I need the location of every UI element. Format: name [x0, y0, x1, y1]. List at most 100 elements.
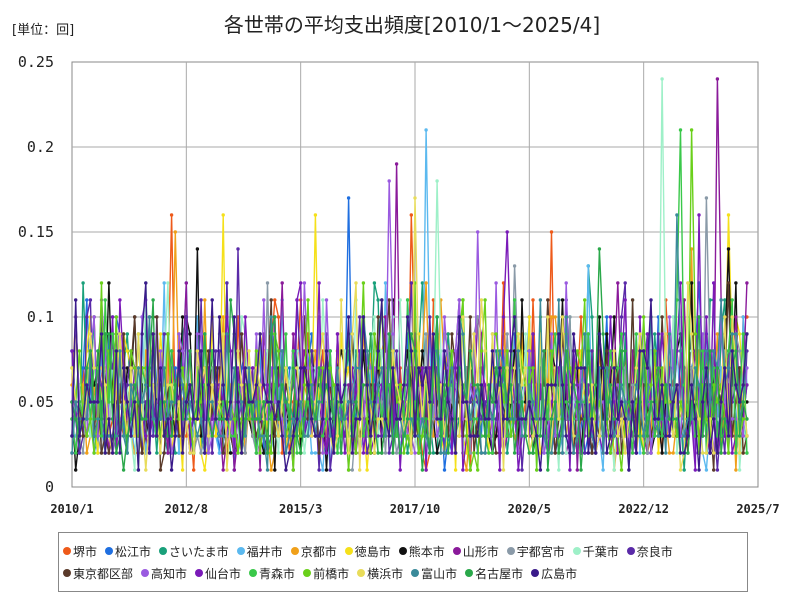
data-point	[420, 349, 425, 353]
data-point	[424, 417, 428, 421]
data-point	[619, 417, 624, 421]
data-point	[103, 451, 107, 455]
data-point	[520, 400, 524, 404]
data-point	[479, 383, 484, 387]
data-point	[490, 400, 495, 404]
data-point	[424, 332, 428, 336]
data-point	[247, 349, 251, 353]
data-point	[188, 349, 192, 353]
data-point	[214, 349, 218, 353]
legend-item: さいたま市	[159, 540, 229, 562]
data-point	[133, 366, 137, 370]
data-point	[601, 366, 605, 370]
data-point	[468, 349, 472, 353]
data-point	[372, 281, 377, 285]
data-point	[92, 451, 96, 455]
data-point	[369, 400, 373, 404]
data-point	[92, 434, 96, 438]
data-point	[741, 434, 745, 438]
data-point	[483, 383, 487, 387]
data-point	[660, 451, 664, 455]
data-point	[114, 349, 119, 353]
data-point	[468, 417, 472, 421]
data-point	[269, 400, 273, 404]
data-point	[645, 451, 650, 455]
data-point	[118, 349, 122, 353]
data-point	[376, 417, 380, 421]
data-point	[199, 451, 203, 455]
data-point	[361, 281, 366, 285]
data-point	[476, 230, 480, 234]
data-point	[328, 417, 332, 421]
y-tick-label: 0.2	[27, 138, 54, 156]
data-point	[579, 315, 583, 319]
data-point	[616, 281, 620, 285]
data-point	[734, 315, 738, 319]
data-point	[317, 468, 321, 472]
y-tick-label: 0.15	[18, 223, 54, 241]
legend-label: 千葉市	[582, 544, 619, 559]
data-point	[553, 451, 557, 455]
data-point	[140, 417, 144, 421]
data-point	[601, 451, 605, 455]
data-point	[158, 468, 163, 472]
data-point	[675, 451, 679, 455]
data-point	[144, 281, 148, 285]
data-point	[542, 417, 546, 421]
legend-label: 京都市	[300, 544, 337, 559]
data-point	[361, 315, 366, 319]
data-point	[346, 196, 351, 200]
data-point	[254, 349, 259, 353]
data-point	[276, 451, 281, 455]
data-point	[546, 417, 550, 421]
data-point	[712, 417, 716, 421]
data-point	[280, 451, 284, 455]
data-point	[442, 383, 447, 387]
data-point	[409, 281, 413, 285]
data-point	[221, 451, 225, 455]
data-point	[195, 349, 200, 353]
data-point	[92, 315, 96, 319]
data-point	[96, 434, 100, 438]
data-point	[583, 451, 587, 455]
data-point	[206, 383, 211, 387]
data-point	[236, 451, 240, 455]
data-point	[265, 281, 270, 285]
y-axis: 0 0.05 0.1 0.15 0.2 0.25	[18, 53, 54, 496]
data-point	[243, 366, 247, 370]
data-point	[472, 417, 476, 421]
legend-label: さいたま市	[169, 544, 229, 559]
data-point	[328, 434, 332, 438]
data-point	[199, 349, 203, 353]
data-point	[107, 281, 111, 285]
data-point	[483, 400, 487, 404]
data-point	[730, 451, 734, 455]
data-point	[321, 434, 325, 438]
data-point	[299, 400, 303, 404]
data-point	[287, 383, 292, 387]
data-point	[251, 366, 255, 370]
legend-item: 千葉市	[572, 540, 619, 562]
data-point	[166, 281, 170, 285]
data-point	[206, 417, 211, 421]
data-point	[737, 349, 742, 353]
data-point	[321, 298, 325, 302]
data-point	[317, 451, 321, 455]
data-point	[553, 400, 557, 404]
data-point	[656, 366, 661, 370]
data-point	[667, 434, 672, 438]
data-point	[413, 349, 417, 353]
data-point	[107, 417, 111, 421]
data-point	[619, 400, 624, 404]
legend-marker-icon	[63, 547, 71, 555]
data-point	[686, 434, 690, 438]
data-point	[619, 315, 624, 319]
legend-label: 奈良市	[636, 544, 673, 559]
data-point	[232, 468, 236, 472]
data-point	[372, 417, 377, 421]
data-point	[133, 468, 137, 472]
data-point	[490, 417, 495, 421]
data-point	[627, 468, 631, 472]
y-tick-label: 0.25	[18, 53, 54, 71]
